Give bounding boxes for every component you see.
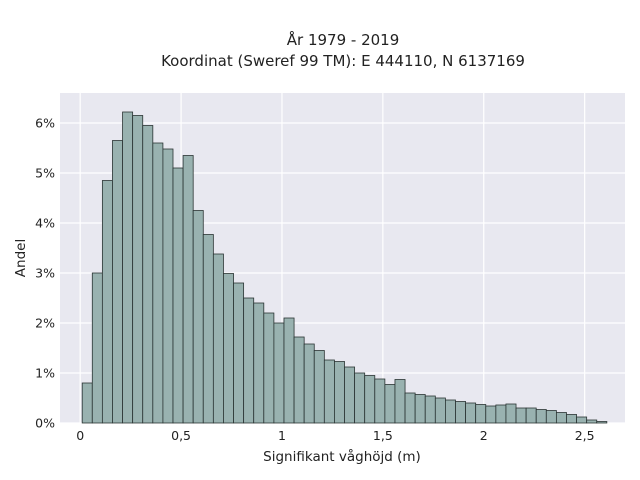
x-tick-label: 1,5 — [373, 428, 393, 443]
histogram-bar — [122, 111, 134, 424]
histogram-bar — [81, 382, 93, 424]
y-tick-label: 3% — [35, 266, 55, 281]
histogram-bar — [515, 407, 527, 424]
histogram-bar — [434, 397, 446, 424]
y-tick-label: 5% — [35, 166, 55, 181]
histogram-bar — [404, 392, 416, 424]
histogram-bar — [223, 273, 234, 424]
y-tick-label: 4% — [35, 216, 55, 231]
histogram-bar — [555, 412, 567, 424]
histogram-bar — [455, 401, 466, 424]
histogram-bar — [243, 297, 255, 424]
histogram-bar — [101, 180, 113, 424]
histogram-bar — [394, 379, 406, 424]
histogram-bar — [414, 394, 426, 424]
y-axis-ticks: 0% 1% 2% 3% 4% 5% 6% — [35, 116, 55, 431]
histogram-bar — [445, 399, 456, 424]
y-tick-label: 0% — [35, 416, 55, 431]
x-tick-label: 1 — [278, 428, 286, 443]
histogram-bar — [334, 361, 345, 424]
histogram-bar — [303, 343, 315, 424]
histogram-bar — [142, 125, 154, 424]
histogram-bar — [576, 416, 588, 424]
histogram-bar — [182, 155, 194, 424]
x-tick-label: 2 — [480, 428, 488, 443]
histogram-bar — [475, 404, 487, 424]
x-tick-label: 0,5 — [171, 428, 191, 443]
histogram-bar — [596, 421, 608, 424]
histogram-bar — [323, 359, 335, 424]
histogram-bar — [162, 148, 174, 424]
chart-title: År 1979 - 2019 — [287, 30, 400, 49]
histogram-bar — [384, 384, 396, 424]
y-axis-label: Andel — [13, 239, 29, 277]
histogram-bar — [374, 378, 386, 424]
histogram-bar — [293, 336, 305, 424]
histogram-bar — [535, 409, 547, 424]
histogram-bar — [233, 282, 245, 424]
histogram-bar — [212, 253, 224, 424]
histogram-bar — [313, 350, 325, 424]
histogram-bar — [273, 322, 285, 424]
histogram-bar — [525, 407, 537, 424]
histogram-bar — [91, 272, 103, 424]
y-tick-label: 6% — [35, 116, 55, 131]
x-axis-label: Signifikant våghöjd (m) — [263, 448, 421, 465]
histogram-bar — [354, 372, 366, 424]
x-tick-label: 2,5 — [575, 428, 595, 443]
histogram-bar — [424, 395, 436, 424]
histogram-bar — [283, 317, 295, 424]
histogram-bar — [485, 405, 497, 424]
histogram-bar — [465, 402, 477, 424]
histogram-bar — [566, 414, 577, 424]
histogram-bar — [505, 403, 517, 424]
chart-subtitle: Koordinat (Sweref 99 TM): E 444110, N 61… — [161, 52, 525, 70]
y-tick-label: 2% — [35, 316, 55, 331]
histogram-bar — [202, 234, 214, 424]
histogram-bar — [172, 167, 184, 424]
x-tick-label: 0 — [76, 428, 84, 443]
histogram-bar — [253, 302, 265, 424]
histogram-bar — [263, 312, 275, 424]
histogram-bar — [364, 375, 376, 424]
histogram-bar — [152, 142, 164, 424]
histogram-bar — [112, 140, 123, 424]
y-tick-label: 1% — [35, 366, 55, 381]
histogram-bar — [192, 210, 204, 424]
histogram-bar — [132, 115, 144, 424]
histogram-bar — [545, 410, 557, 424]
histogram-bar — [344, 366, 356, 424]
histogram-bar — [495, 404, 507, 424]
histogram-bar — [586, 419, 598, 424]
histogram-bars — [81, 111, 608, 424]
x-axis-ticks: 0 0,5 1 1,5 2 2,5 — [76, 428, 594, 443]
